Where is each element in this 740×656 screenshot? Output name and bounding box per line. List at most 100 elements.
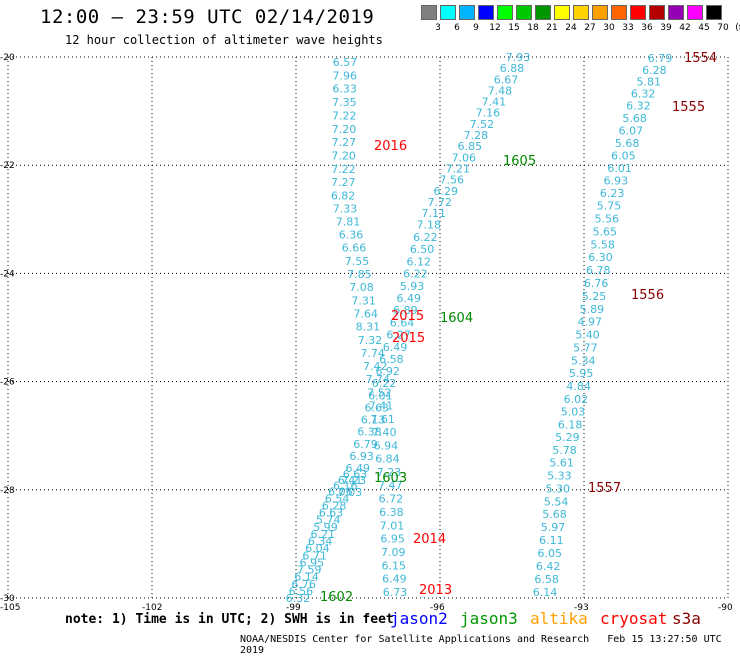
scale-swatch: [573, 5, 589, 20]
wave-height-value: 7.21: [446, 162, 471, 175]
wave-height-value: 7.93: [506, 51, 531, 64]
wave-height-value: 7.96: [333, 69, 358, 82]
wave-height-value: 7.52: [367, 386, 392, 399]
wave-height-value: 6.07: [619, 124, 644, 137]
legend-altika: altika: [530, 609, 588, 628]
wave-height-value: 6.27: [386, 329, 411, 342]
wave-height-value: 7.85: [347, 268, 372, 281]
scale-label: 42: [679, 23, 691, 33]
wave-height-value: 6.63: [365, 401, 390, 414]
wave-height-value: 7.20: [332, 123, 357, 136]
scale-swatch: [497, 5, 513, 20]
pass-label: 1604: [440, 311, 473, 326]
page-subtitle: 12 hour collection of altimeter wave hei…: [65, 33, 383, 47]
wave-height-value: 6.79: [353, 438, 378, 451]
wave-height-value: 5.29: [555, 431, 580, 444]
wave-height-value: 6.01: [607, 162, 632, 175]
wave-height-value: 7.47: [378, 479, 403, 492]
scale-swatch: [706, 5, 722, 20]
scale-swatch: [516, 5, 532, 20]
wave-height-value: 7.06: [452, 151, 477, 164]
wave-height-value: 6.04: [305, 542, 330, 555]
pass-label: 2014: [413, 532, 446, 547]
pass-label: 1554: [684, 51, 717, 66]
wave-height-value: 6.14: [294, 571, 319, 584]
footnote: note: 1) Time is in UTC; 2) SWH is in fe…: [65, 612, 394, 627]
lat-label: -24: [0, 269, 15, 279]
track-d: 6.796.285.816.326.325.686.075.686.056.01…: [533, 52, 673, 599]
wave-height-value: 6.94: [374, 439, 399, 452]
wave-height-value: 7.59: [297, 564, 322, 577]
wave-height-value: 7.56: [440, 174, 465, 187]
lon-label: -102: [142, 603, 162, 613]
wave-height-value: 7.20: [331, 149, 356, 162]
wave-height-value: 5.30: [545, 482, 570, 495]
wave-height-value: 7.18: [416, 219, 441, 232]
scale-label: 15: [508, 23, 520, 33]
scale-swatch: [611, 5, 627, 20]
wave-height-value: 5.34: [571, 354, 596, 367]
scale-swatch: [649, 5, 665, 20]
wave-height-value: 5.89: [580, 303, 605, 316]
legend-cryosat: cryosat: [600, 609, 668, 628]
wave-height-value: 6.54: [325, 493, 350, 506]
pass-labels: 1554 1555 2016 1605 1556 2015 1604 2015 1557 1603…: [320, 51, 717, 605]
wave-height-value: 6.22: [413, 231, 438, 244]
wave-height-value: 6.29: [434, 185, 459, 198]
wave-height-value: 7.23: [342, 474, 367, 487]
pass-label: 1555: [672, 100, 705, 115]
wave-height-value: 6.64: [390, 316, 415, 329]
wave-height-value: 6.33: [332, 83, 357, 96]
scale-swatch: [478, 5, 494, 20]
altimeter-tracks: 6.577.966.337.357.227.207.277.207.227.27…: [286, 51, 673, 605]
wave-height-value: 6.79: [648, 52, 673, 65]
lon-label: -105: [0, 603, 20, 613]
wave-height-value: 4.97: [577, 316, 602, 329]
wave-height-value: 5.33: [547, 469, 572, 482]
pass-label: 2016: [374, 139, 407, 154]
legend-jason2: jason2: [390, 609, 448, 628]
scale-label: 36: [641, 23, 653, 33]
wave-height-value: 5.74: [316, 514, 341, 527]
wave-height-value: 6.82: [331, 190, 356, 203]
wave-height-value: 6.22: [403, 268, 428, 281]
scale-swatch: [459, 5, 475, 20]
scale-swatch: [440, 5, 456, 20]
pass-label: 1605: [503, 154, 536, 169]
wave-height-value: 5.56: [595, 213, 620, 226]
scale-swatch: [668, 5, 684, 20]
wave-height-value: 6.22: [372, 377, 397, 390]
pass-label: 1603: [374, 471, 407, 486]
wave-height-value: 7.01: [380, 519, 405, 532]
wave-height-value: 7.16: [476, 107, 501, 120]
wave-height-value: 6.21: [311, 528, 336, 541]
lat-label: -28: [0, 486, 15, 496]
wave-height-value: 5.58: [590, 238, 615, 251]
wave-height-value: 6.30: [588, 251, 613, 264]
wave-height-value: 7.74: [366, 373, 391, 386]
wave-height-value: 6.67: [494, 73, 519, 86]
scale-swatch: [421, 5, 437, 20]
wave-height-value: 6.85: [458, 140, 483, 153]
wave-height-value: 7.09: [381, 546, 406, 559]
wave-height-value: 6.32: [286, 592, 311, 605]
wave-height-value: 8.31: [356, 321, 381, 334]
wave-height-value: 6.88: [500, 62, 525, 75]
wave-height-value: 6.14: [533, 586, 558, 599]
axis-labels: -20 -22 -24 -26 -28 -30-105 -102 -99 -96 -93 -90: [0, 53, 733, 613]
wave-height-value: 7.31: [351, 294, 376, 307]
wave-height-value: 7.48: [488, 84, 513, 97]
wave-height-value: 7.52: [470, 118, 495, 131]
wave-height-value: 6.41: [338, 474, 363, 487]
wave-height-value: 7.41: [482, 96, 507, 109]
wave-height-value: 6.76: [291, 578, 316, 591]
wave-height-value: 6.73: [383, 586, 408, 599]
wave-height-value: 6.15: [382, 559, 407, 572]
scale-swatch: [687, 5, 703, 20]
wave-height-value: 5.77: [573, 341, 598, 354]
wave-height-value: 6.05: [538, 547, 563, 560]
wave-height-value: 6.63: [343, 468, 368, 481]
wave-height-value: 5.75: [597, 200, 622, 213]
wave-height-value: 6.56: [289, 585, 314, 598]
